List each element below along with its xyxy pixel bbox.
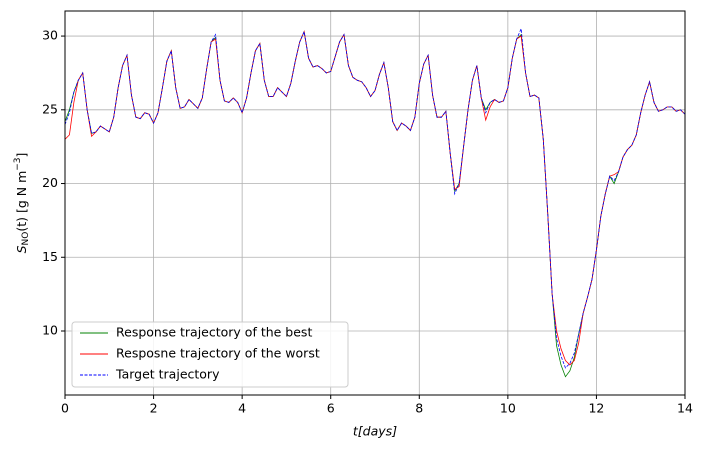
series-line <box>64 28 686 369</box>
y-tick-label: 30 <box>42 28 58 43</box>
y-tick-label: 10 <box>42 323 58 338</box>
x-tick-label: 8 <box>415 401 423 416</box>
legend-box <box>71 321 349 388</box>
legend-label: Target trajectory <box>115 367 220 382</box>
x-tick-label: 0 <box>61 401 69 416</box>
y-tick-label: 25 <box>42 101 58 116</box>
x-tick-label: 4 <box>238 401 246 416</box>
x-tick-label: 2 <box>150 401 158 416</box>
legend-label: Response trajectory of the best <box>116 325 312 340</box>
x-tick-label: 12 <box>588 401 604 416</box>
series-line <box>64 30 686 366</box>
x-tick-label: 14 <box>677 401 693 416</box>
legend: Response trajectory of the best Resposne … <box>71 321 349 388</box>
x-axis-label: t[days] <box>353 424 397 439</box>
y-tick-label: 20 <box>42 175 58 190</box>
legend-label: Resposne trajectory of the worst <box>116 346 320 361</box>
y-tick-label: 15 <box>42 249 58 264</box>
x-tick-label: 10 <box>500 401 516 416</box>
x-tick-label: 6 <box>327 401 335 416</box>
y-axis-label: SNO(t) [g N m−3] <box>13 153 31 254</box>
plot-frame <box>64 10 686 396</box>
